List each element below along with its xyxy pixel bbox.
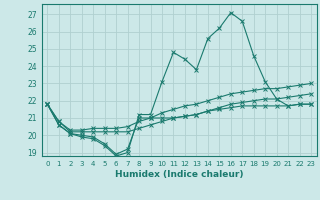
X-axis label: Humidex (Indice chaleur): Humidex (Indice chaleur) (115, 170, 244, 179)
